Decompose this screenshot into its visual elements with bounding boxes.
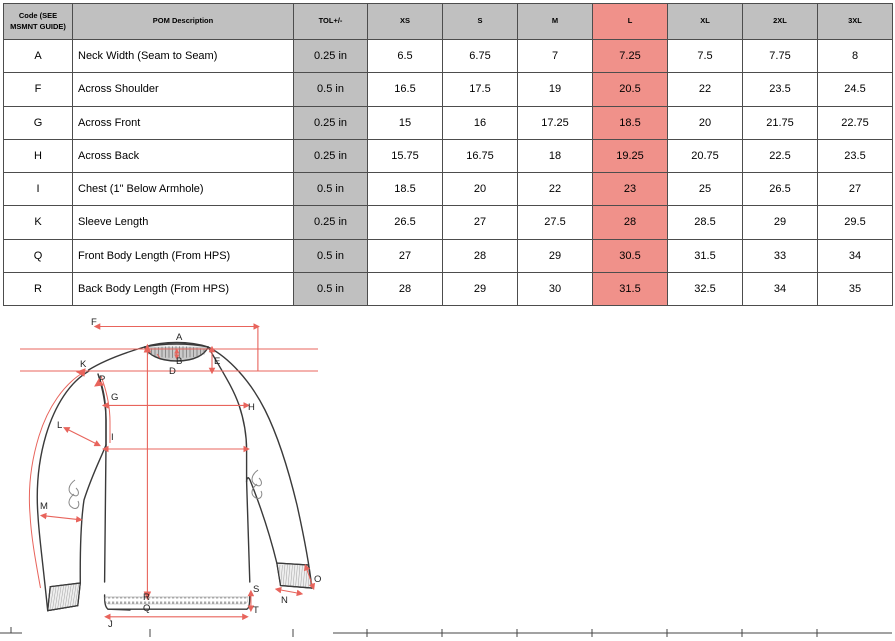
svg-text:P: P	[99, 374, 105, 385]
svg-text:R: R	[143, 592, 150, 603]
svg-text:G: G	[111, 392, 118, 403]
svg-text:I: I	[111, 432, 114, 443]
svg-text:E: E	[214, 356, 220, 367]
svg-text:H: H	[248, 402, 255, 413]
svg-text:K: K	[80, 359, 87, 370]
svg-text:M: M	[40, 501, 48, 512]
svg-text:O: O	[314, 574, 321, 585]
svg-text:L: L	[57, 420, 62, 431]
svg-text:S: S	[253, 584, 259, 595]
svg-text:D: D	[169, 366, 176, 377]
svg-text:A: A	[176, 332, 183, 343]
svg-text:N: N	[281, 595, 288, 606]
svg-text:F: F	[91, 317, 97, 328]
svg-text:J: J	[108, 619, 113, 630]
svg-text:B: B	[176, 356, 182, 367]
svg-text:Q: Q	[143, 603, 150, 614]
svg-text:T: T	[253, 605, 259, 616]
